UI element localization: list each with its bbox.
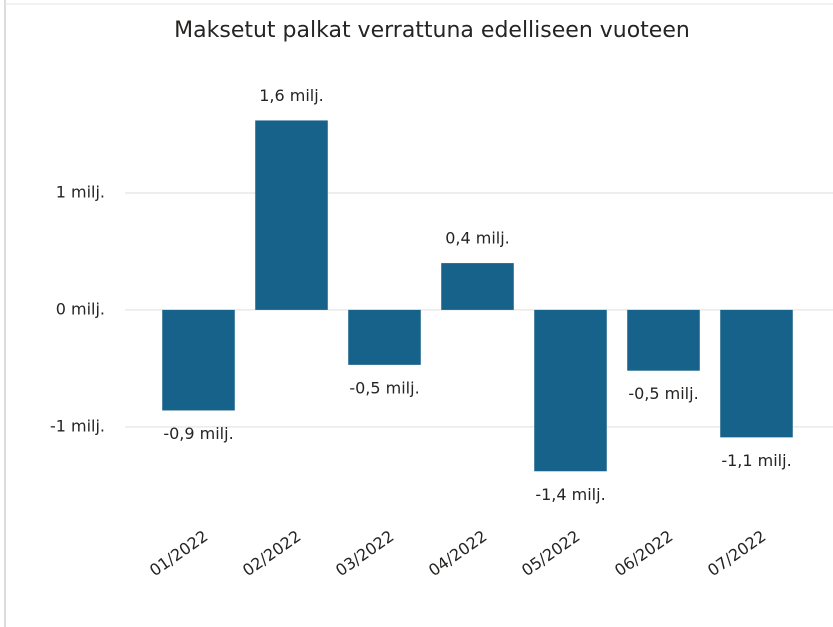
y-tick-label: 0 milj. — [56, 299, 105, 318]
y-tick-label: 1 milj. — [56, 182, 105, 201]
data-label: 1,6 milj. — [259, 86, 324, 105]
data-label: -0,9 milj. — [163, 424, 233, 443]
bar — [627, 309, 700, 371]
bar — [720, 309, 793, 438]
bar — [348, 309, 421, 365]
bar — [162, 309, 235, 411]
data-label: 0,4 milj. — [445, 229, 510, 248]
bar — [255, 120, 328, 310]
data-label: -1,1 milj. — [721, 451, 791, 470]
y-tick-label: -1 milj. — [50, 416, 105, 435]
chart-title: Maksetut palkat verrattuna edelliseen vu… — [174, 18, 690, 43]
data-label: -0,5 milj. — [628, 384, 698, 403]
data-label: -1,4 milj. — [535, 485, 605, 504]
bar — [441, 263, 514, 310]
bar — [534, 309, 607, 472]
data-label: -0,5 milj. — [349, 378, 419, 397]
